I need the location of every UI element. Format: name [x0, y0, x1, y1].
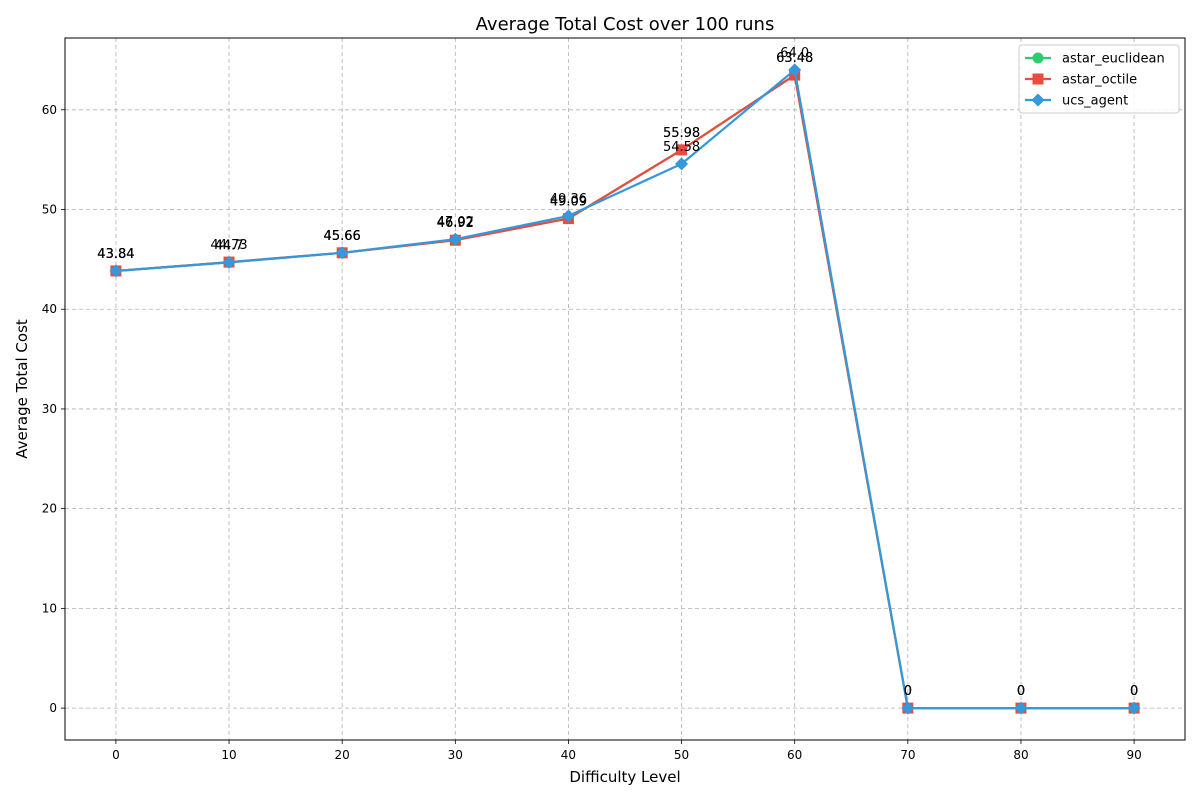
legend-item: astar_euclidean — [1025, 52, 1165, 67]
grid-layer — [65, 38, 1185, 740]
data-point-marker — [561, 209, 575, 223]
data-label: 44.73 — [210, 238, 247, 253]
series-ucs_agent — [109, 63, 1141, 715]
y-tick-label: 40 — [42, 302, 57, 316]
data-label: 45.66 — [324, 229, 361, 244]
data-label: 45.66 — [324, 229, 361, 244]
series-line — [115, 73, 1135, 710]
legend-marker-icon — [1032, 73, 1044, 85]
data-label: 46.97 — [437, 216, 474, 231]
x-tick-label: 30 — [448, 748, 463, 762]
x-tick-label: 10 — [221, 748, 236, 762]
series-astar_euclidean — [110, 69, 1140, 714]
data-point-marker — [335, 246, 349, 260]
legend-box — [1018, 44, 1180, 114]
y-tick-label: 10 — [42, 601, 57, 615]
y-tick-label: 60 — [42, 103, 57, 117]
data-label: 0 — [1130, 684, 1138, 699]
data-label: 54.58 — [663, 140, 700, 155]
data-label: 63.48 — [776, 51, 813, 66]
legend: astar_euclidean astar_octile ucs_agent — [1018, 44, 1180, 114]
x-axis-label: Difficulty Level — [569, 768, 680, 786]
x-tick-label: 20 — [335, 748, 350, 762]
data-point-marker — [788, 63, 802, 77]
x-tick-label: 50 — [674, 748, 689, 762]
tick-layer: 0 10 20 30 40 50 60 70 80 90 0 10 20 30 40 50 60 — [42, 103, 1142, 762]
data-point-marker — [675, 157, 689, 171]
data-label: 0 — [904, 684, 912, 699]
legend-marker-icon — [1032, 52, 1044, 64]
series-layer — [109, 63, 1141, 715]
x-tick-label: 60 — [787, 748, 802, 762]
legend-label: astar_octile — [1062, 73, 1137, 88]
legend-label: ucs_agent — [1062, 94, 1128, 109]
series-line — [115, 68, 1135, 710]
data-point-marker — [901, 701, 915, 715]
data-label: 0 — [1017, 684, 1025, 699]
data-label: 0 — [904, 684, 912, 699]
data-label: 49.09 — [550, 195, 587, 210]
data-label: 0 — [1130, 684, 1138, 699]
legend-item: ucs_agent — [1025, 93, 1128, 109]
y-tick-label: 30 — [42, 402, 57, 416]
data-label: 49.36 — [550, 192, 587, 207]
legend-marker-icon — [1031, 93, 1045, 107]
data-label: 49.09 — [550, 195, 587, 210]
y-axis-label: Average Total Cost — [13, 319, 31, 459]
y-tick-label: 50 — [42, 203, 57, 217]
series-astar_octile — [110, 69, 1140, 714]
data-label: 43.84 — [97, 247, 134, 262]
data-label: 0 — [1017, 684, 1025, 699]
legend-item: astar_octile — [1025, 73, 1137, 88]
data-label: 43.84 — [97, 247, 134, 262]
x-tick-label: 90 — [1126, 748, 1141, 762]
data-label: 0 — [1017, 684, 1025, 699]
data-label: 44.7 — [215, 238, 244, 253]
y-tick-label: 20 — [42, 502, 57, 516]
data-label: 55.98 — [663, 126, 700, 141]
data-point-marker — [109, 264, 123, 278]
legend-label: astar_euclidean — [1062, 52, 1165, 67]
data-point-marker — [676, 144, 688, 156]
data-label: 45.66 — [324, 229, 361, 244]
data-label: 0 — [1130, 684, 1138, 699]
series-line — [115, 73, 1135, 710]
data-point-marker — [1014, 701, 1028, 715]
x-tick-label: 70 — [900, 748, 915, 762]
data-label: 47.02 — [437, 215, 474, 230]
x-tick-label: 0 — [112, 748, 120, 762]
data-label: 0 — [904, 684, 912, 699]
data-label: 43.84 — [97, 247, 134, 262]
data-label: 63.48 — [776, 51, 813, 66]
plot-frame — [64, 37, 1186, 741]
data-point-marker — [448, 232, 462, 246]
data-point-marker — [1127, 701, 1141, 715]
y-tick-label: 0 — [49, 701, 57, 715]
chart-title: Average Total Cost over 100 runs — [476, 14, 775, 35]
data-label: 46.92 — [437, 216, 474, 231]
data-label: 64.0 — [780, 46, 809, 61]
data-label: 55.98 — [663, 126, 700, 141]
x-tick-label: 80 — [1013, 748, 1028, 762]
x-tick-label: 40 — [561, 748, 576, 762]
data-point-marker — [222, 255, 236, 269]
data-label: 44.7 — [215, 238, 244, 253]
